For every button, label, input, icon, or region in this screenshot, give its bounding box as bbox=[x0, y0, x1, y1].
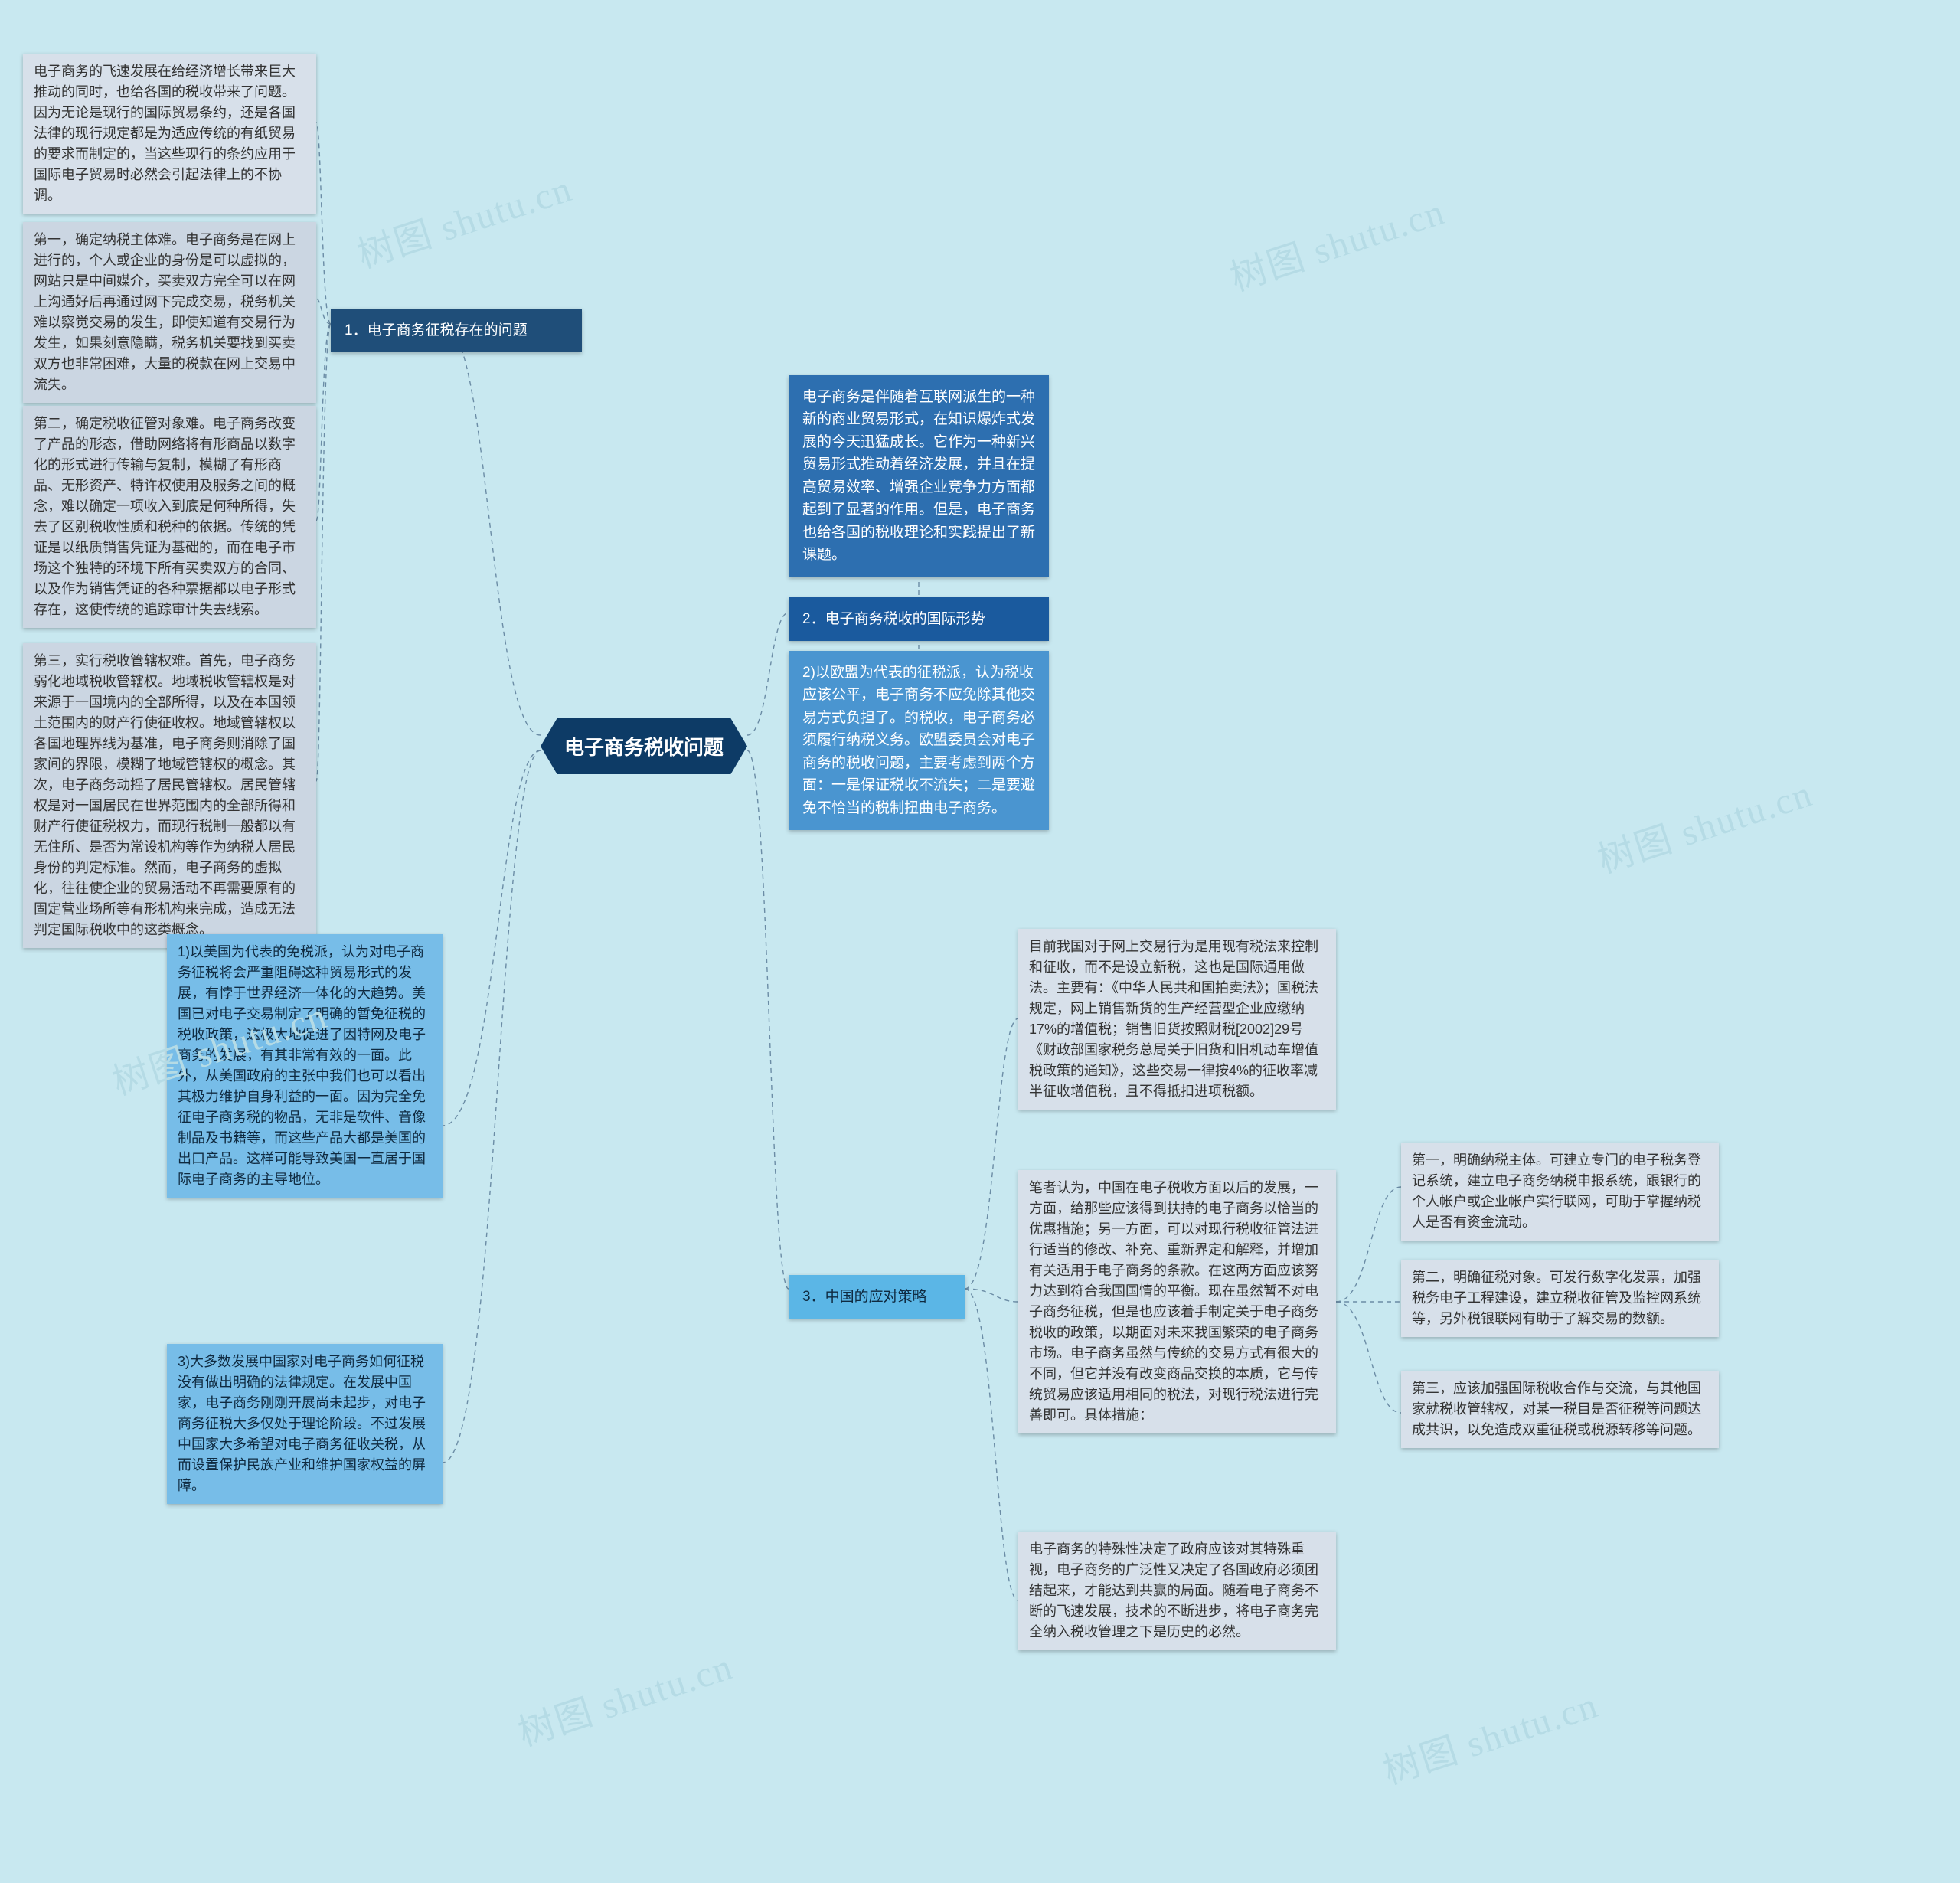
leaf-l2b: 3)大多数发展中国家对电子商务如何征税没有做出明确的法律规定。在发展中国家，电子… bbox=[167, 1344, 443, 1504]
root-node: 电子商务税收问题 bbox=[541, 718, 747, 774]
branch-b3: 3．中国的应对策略 bbox=[789, 1275, 965, 1319]
watermark: 树图 shutu.cn bbox=[1589, 763, 1818, 884]
leaf-l3c: 第一，明确纳税主体。可建立专门的电子税务登记系统，建立电子商务纳税申报系统，跟银… bbox=[1401, 1143, 1719, 1241]
leaf-l3e: 第三，应该加强国际税收合作与交流，与其他国家就税收管辖权，对某一税目是否征税等问… bbox=[1401, 1371, 1719, 1448]
branch-b1: 1．电子商务征税存在的问题 bbox=[331, 309, 582, 352]
leaf-l1b: 第一，确定纳税主体难。电子商务是在网上进行的，个人或企业的身份是可以虚拟的，网站… bbox=[23, 222, 316, 403]
leaf-l3f: 电子商务的特殊性决定了政府应该对其特殊重视，电子商务的广泛性又决定了各国政府必须… bbox=[1018, 1532, 1336, 1650]
watermark: 树图 shutu.cn bbox=[349, 159, 578, 279]
leaf-l2a: 1)以美国为代表的免税派，认为对电子商务征税将会严重阻碍这种贸易形式的发展，有悖… bbox=[167, 934, 443, 1198]
leaf-l3b: 笔者认为，中国在电子税收方面以后的发展，一方面，给那些应该得到扶持的电子商务以恰… bbox=[1018, 1170, 1336, 1433]
watermark: 树图 shutu.cn bbox=[1375, 1675, 1604, 1795]
watermark: 树图 shutu.cn bbox=[510, 1636, 739, 1757]
leaf-l1c: 第二，确定税收征管对象难。电子商务改变了产品的形态，借助网络将有形商品以数字化的… bbox=[23, 406, 316, 628]
node-b2p: 2)以欧盟为代表的征税派，认为税收应该公平，电子商务不应免除其他交易方式负担了。… bbox=[789, 651, 1049, 830]
leaf-l3d: 第二，明确征税对象。可发行数字化发票，加强税务电子工程建设，建立税收征管及监控网… bbox=[1401, 1260, 1719, 1337]
leaf-l3a: 目前我国对于网上交易行为是用现有税法来控制和征收，而不是设立新税，这也是国际通用… bbox=[1018, 929, 1336, 1110]
watermark: 树图 shutu.cn bbox=[1222, 181, 1451, 302]
node-b2h: 电子商务是伴随着互联网派生的一种新的商业贸易形式，在知识爆炸式发展的今天迅猛成长… bbox=[789, 375, 1049, 577]
leaf-l1a: 电子商务的飞速发展在给经济增长带来巨大推动的同时，也给各国的税收带来了问题。因为… bbox=[23, 54, 316, 214]
leaf-l1d: 第三，实行税收管辖权难。首先，电子商务弱化地域税收管辖权。地域税收管辖权是对来源… bbox=[23, 643, 316, 948]
branch-b2: 2．电子商务税收的国际形势 bbox=[789, 597, 1049, 641]
